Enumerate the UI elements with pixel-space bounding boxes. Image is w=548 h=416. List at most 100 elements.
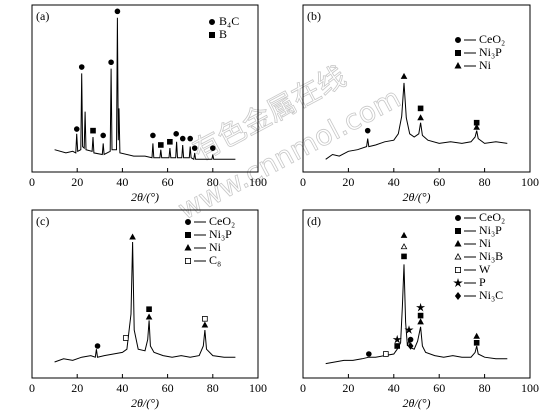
legend-label: Ni₃P: [209, 227, 232, 241]
spectrum-line: [54, 241, 236, 363]
x-tick-label: 80: [207, 381, 219, 395]
legend-symbol: [454, 253, 462, 260]
x-tick-label: 0: [300, 175, 306, 189]
peak-marker: [366, 351, 372, 357]
peak-marker: [473, 123, 480, 130]
peak-marker: [187, 135, 194, 142]
peak-marker: [364, 127, 371, 134]
legend-symbol: [184, 231, 191, 238]
peak-marker: [473, 332, 480, 339]
x-tick-label: 40: [116, 175, 128, 189]
peak-marker: [210, 145, 216, 151]
legend-symbol: [454, 291, 462, 301]
legend-label: CeO₂: [479, 32, 505, 46]
x-tick-label: 0: [300, 381, 306, 395]
peak-marker: [191, 145, 198, 151]
x-tick-label: 60: [433, 381, 445, 395]
x-tick-label: 100: [249, 175, 267, 189]
peak-marker: [158, 142, 164, 148]
peak-marker: [392, 334, 402, 344]
legend-label: Ni: [479, 236, 492, 250]
x-tick-label: 60: [433, 175, 445, 189]
peak-marker: [400, 72, 408, 79]
axes-frame: [302, 209, 531, 379]
axes-frame: [31, 209, 259, 379]
peak-marker: [94, 343, 101, 349]
legend-label: B: [219, 27, 227, 41]
peak-marker: [394, 343, 401, 349]
x-tick-label: 100: [249, 381, 267, 395]
peak-marker: [78, 64, 85, 70]
legend-label: Ni₃C: [479, 288, 503, 302]
peak-marker: [73, 126, 80, 132]
x-tick-label: 100: [521, 381, 539, 395]
legend-symbol: [453, 277, 463, 288]
legend-label: Ni: [209, 240, 222, 254]
x-axis-label: 2θ/(°): [402, 396, 430, 410]
x-tick-label: 80: [479, 175, 491, 189]
x-tick-label: 20: [71, 175, 83, 189]
x-tick-label: 40: [116, 381, 128, 395]
x-tick-label: 40: [388, 381, 400, 395]
panel-label: (d): [307, 214, 321, 228]
peak-marker: [404, 325, 414, 334]
peak-marker: [401, 253, 407, 260]
peak-marker: [129, 233, 136, 240]
legend-label: Ni₃P: [479, 45, 502, 59]
legend-label: Ni₃P: [479, 223, 502, 237]
legend-symbol: [454, 62, 462, 69]
peak-marker: [407, 336, 414, 343]
peak-marker: [122, 335, 129, 341]
peak-marker: [145, 313, 153, 320]
x-tick-label: 0: [29, 381, 35, 395]
legend-symbol: [208, 32, 215, 39]
legend-symbol: [454, 227, 461, 234]
x-tick-label: 20: [342, 381, 354, 395]
x-tick-label: 40: [388, 175, 400, 189]
x-tick-label: 0: [29, 175, 35, 189]
legend-symbol: [454, 266, 461, 273]
x-tick-label: 60: [162, 175, 174, 189]
peak-marker: [173, 131, 179, 137]
legend-label: B₄C: [219, 14, 239, 28]
peak-marker: [417, 312, 424, 319]
peak-marker: [201, 321, 209, 328]
legend-symbol: [208, 18, 215, 25]
legend-label: CeO₂: [209, 214, 235, 228]
x-tick-label: 20: [71, 381, 83, 395]
x-axis-label: 2θ/(°): [131, 190, 159, 204]
peak-marker: [202, 315, 208, 322]
x-tick-label: 100: [521, 175, 539, 189]
peak-marker: [100, 132, 106, 139]
peak-marker: [146, 306, 152, 312]
peak-marker: [417, 114, 424, 121]
peak-marker: [108, 59, 114, 66]
peak-marker: [417, 105, 424, 112]
x-axis-label: 2θ/(°): [131, 396, 159, 410]
spectrum-line: [325, 82, 508, 160]
panel-label: (a): [36, 9, 49, 23]
peak-marker: [90, 127, 96, 134]
peak-marker: [400, 243, 408, 250]
legend-label: CeO₂: [479, 210, 505, 224]
axes-frame: [31, 4, 259, 173]
legend-label: C₈: [209, 253, 221, 267]
legend-label: Ni₃B: [479, 249, 503, 263]
legend-symbol: [184, 244, 192, 251]
legend-symbol: [454, 240, 462, 247]
panel-label: (c): [36, 214, 49, 228]
peak-marker: [407, 342, 414, 350]
legend-label: Ni: [479, 58, 492, 72]
legend-symbol: [184, 218, 191, 225]
peak-marker: [417, 318, 424, 325]
peak-marker: [150, 132, 156, 139]
legend-symbol: [184, 257, 191, 264]
x-tick-label: 80: [479, 381, 491, 395]
peak-marker: [167, 138, 173, 145]
x-tick-label: 20: [342, 175, 354, 189]
axes-frame: [302, 4, 531, 173]
legend-label: W: [479, 262, 491, 276]
panel-label: (b): [307, 9, 321, 23]
